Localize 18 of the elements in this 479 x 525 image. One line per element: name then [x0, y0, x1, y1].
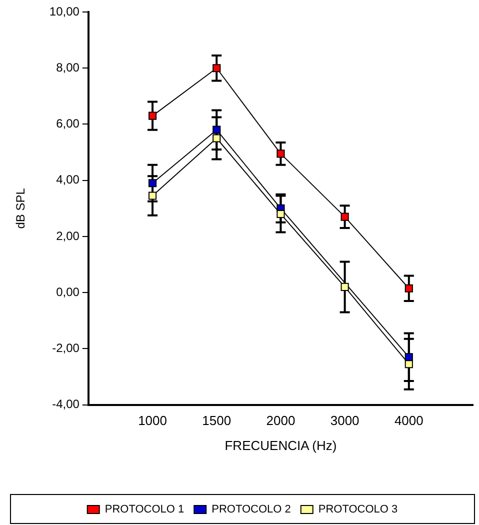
y-tick-label: 8,00 [56, 60, 80, 74]
x-tick-label: 1000 [138, 413, 167, 428]
y-tick-label: 4,00 [56, 172, 80, 187]
x-axis-title: FRECUENCIA (Hz) [224, 438, 337, 453]
y-tick-label: -4,00 [52, 397, 80, 412]
x-tick-label: 4000 [394, 413, 424, 428]
legend-label: PROTOCOLO 1 [104, 504, 184, 516]
y-tick-label: -2,00 [52, 341, 80, 355]
legend-label: PROTOCOLO 2 [212, 504, 291, 516]
legend-label: PROTOCOLO 3 [318, 504, 398, 516]
y-tick-label: 10,00 [49, 4, 80, 18]
x-tick-label: 3000 [330, 413, 360, 428]
y-tick-label: 6,00 [56, 116, 80, 131]
y-tick-label: 0,00 [56, 284, 80, 299]
x-tick-label: 2000 [266, 413, 296, 428]
y-axis-title: dB SPL [14, 188, 28, 229]
x-tick-label: 1500 [202, 413, 232, 428]
y-tick-label: 2,00 [56, 228, 80, 243]
